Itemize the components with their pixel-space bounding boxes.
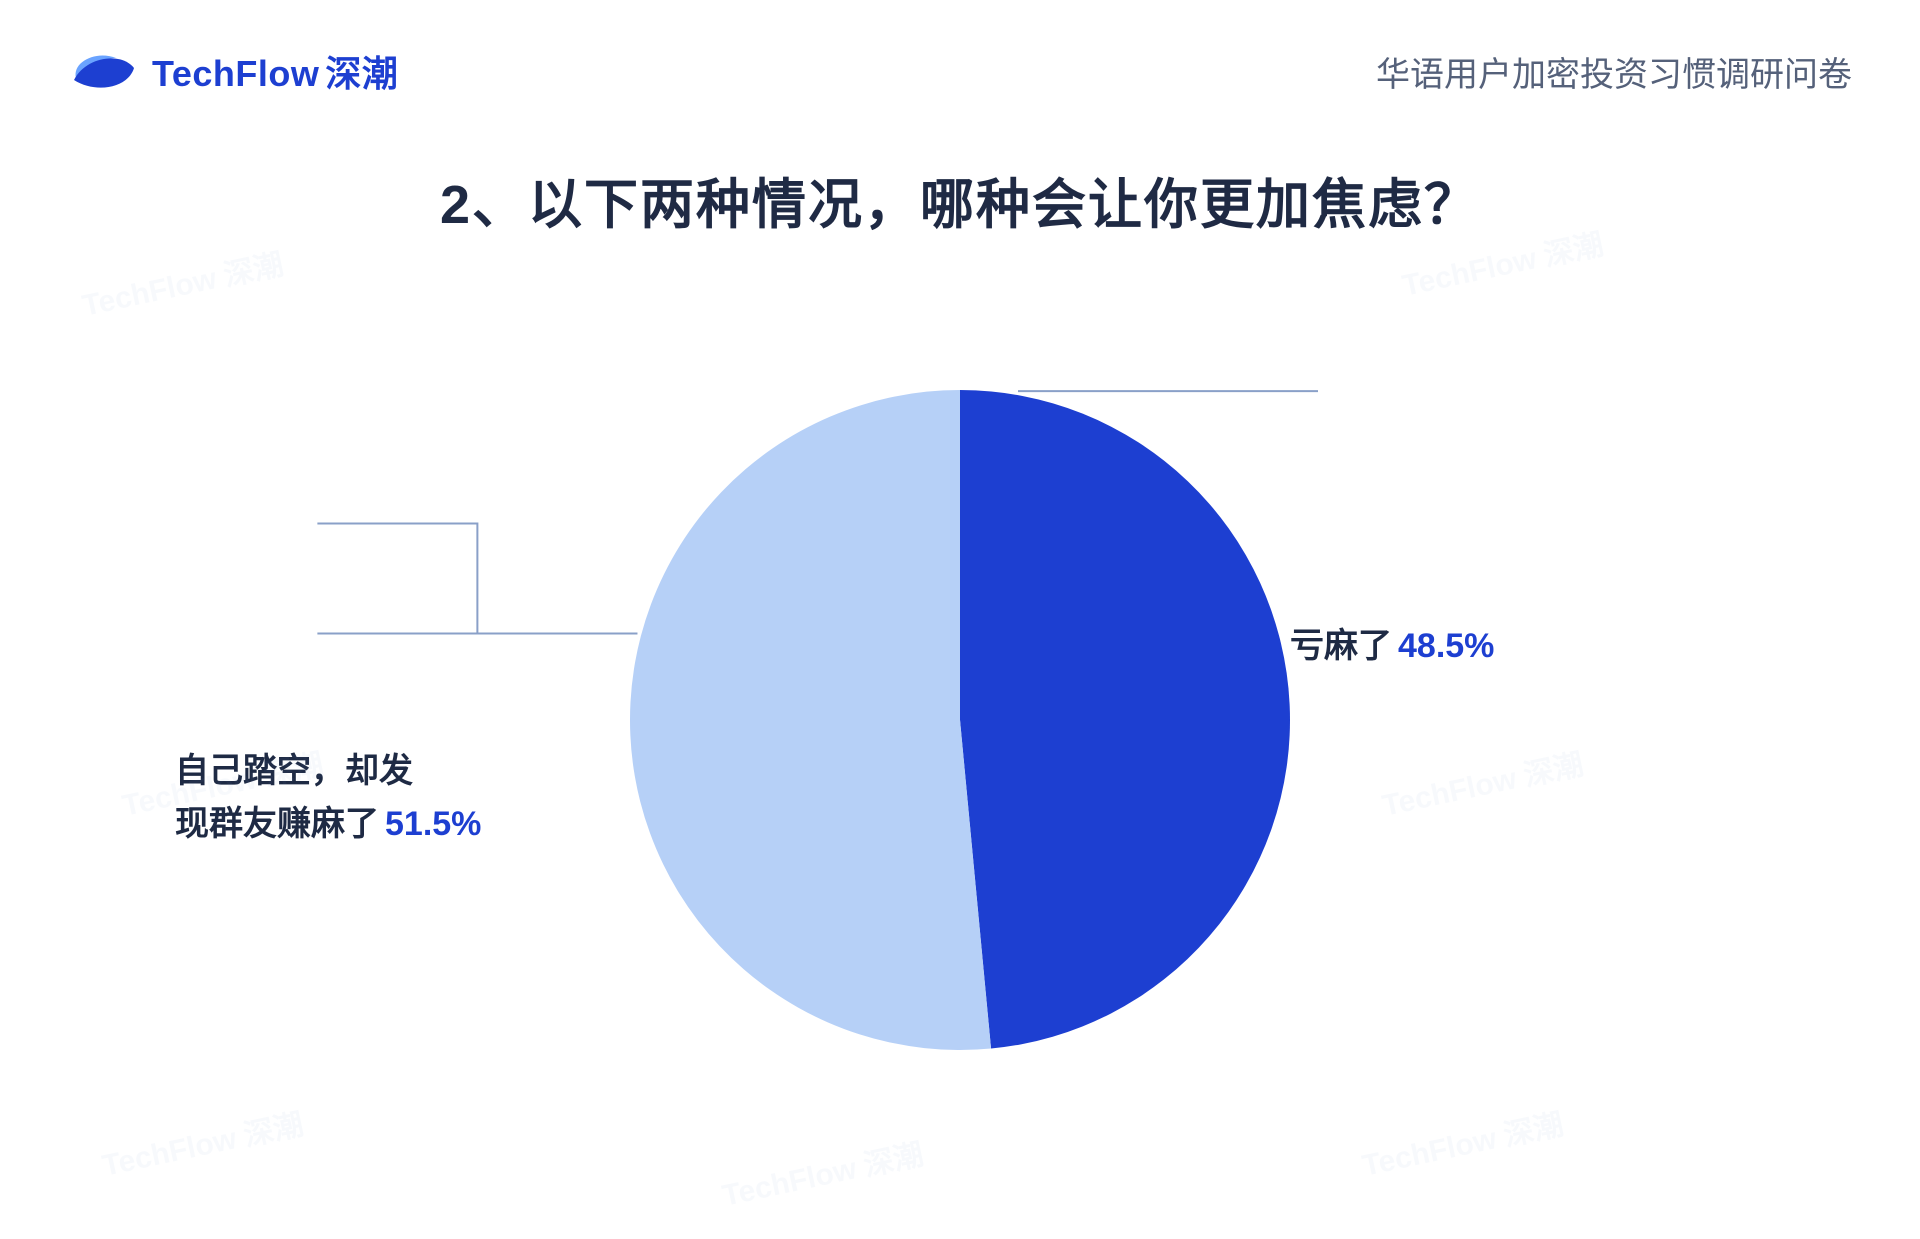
brand-logo: TechFlow深潮 — [68, 45, 398, 97]
question-title: 2、以下两种情况，哪种会让你更加焦虑？ — [0, 160, 1920, 239]
question-title-row: 2、以下两种情况，哪种会让你更加焦虑？ — [0, 160, 1920, 239]
brand-wordmark: TechFlow深潮 — [152, 45, 398, 97]
slice-label-text: 亏麻了 — [1290, 627, 1392, 665]
survey-title: 华语用户加密投资习惯调研问卷 — [1376, 47, 1852, 96]
brand-name-en: TechFlow — [152, 53, 319, 94]
pie-canvas — [260, 300, 1660, 1140]
brand-name-cn: 深潮 — [325, 53, 398, 94]
slice-label-loss: 亏麻了48.5% — [1290, 620, 1494, 673]
slice-label-text-line2: 现群友赚麻了 — [175, 805, 379, 843]
slice-label-fomo: 自己踏空，却发 现群友赚麻了51.5% — [175, 745, 695, 850]
leaf-icon — [68, 48, 138, 94]
page-header: TechFlow深潮 华语用户加密投资习惯调研问卷 — [0, 45, 1920, 97]
watermark: TechFlow 深潮 — [718, 1129, 927, 1215]
pie-chart: 亏麻了48.5% 自己踏空，却发 现群友赚麻了51.5% — [0, 300, 1920, 1140]
slice-label-pct: 51.5% — [385, 805, 481, 843]
slice-label-pct: 48.5% — [1398, 627, 1494, 665]
slice-label-text-line1: 自己踏空，却发 — [175, 752, 413, 790]
